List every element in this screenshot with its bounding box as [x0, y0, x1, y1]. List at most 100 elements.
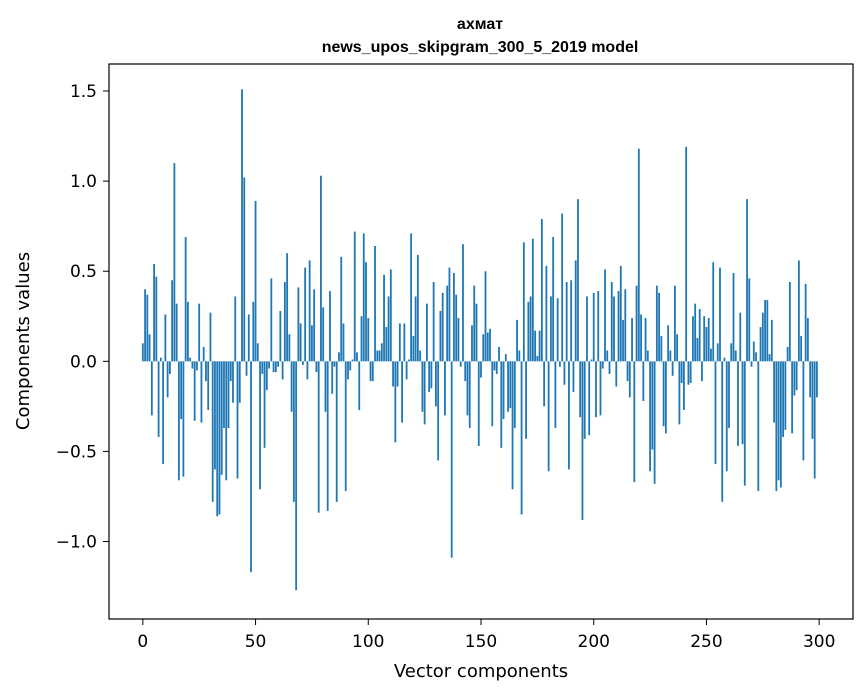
bar: [437, 361, 440, 461]
bar: [414, 296, 417, 362]
bar: [660, 336, 663, 362]
bar: [155, 276, 158, 362]
y-tick-label: −0.5: [56, 442, 97, 462]
bar: [184, 236, 187, 362]
bar: [356, 352, 358, 362]
bar: [247, 314, 250, 362]
bar: [187, 301, 189, 362]
bar: [559, 361, 561, 367]
bar: [205, 361, 207, 382]
bar: [207, 361, 210, 410]
bar: [619, 265, 622, 362]
bar: [601, 361, 604, 369]
bar: [669, 350, 672, 362]
bar: [786, 346, 789, 362]
bar: [687, 361, 690, 385]
bar: [419, 350, 422, 362]
bar: [694, 303, 697, 362]
bar: [732, 273, 735, 362]
bar: [396, 361, 399, 387]
bar: [189, 357, 192, 362]
bar: [701, 361, 703, 382]
bar: [707, 318, 710, 362]
bar: [696, 337, 699, 362]
bar: [800, 336, 803, 362]
bar: [590, 359, 593, 362]
bar: [214, 361, 216, 470]
bar: [561, 213, 564, 362]
bar: [549, 296, 552, 362]
bar: [646, 350, 649, 362]
bar: [725, 361, 728, 472]
bar: [220, 361, 223, 475]
bar: [500, 361, 503, 448]
bar: [477, 361, 480, 447]
bar: [425, 303, 428, 362]
bar: [516, 319, 518, 362]
bar: [705, 327, 708, 362]
bar: [610, 282, 613, 362]
bar: [606, 350, 609, 362]
bar: [331, 361, 334, 394]
bar: [545, 265, 548, 362]
bar: [680, 361, 683, 383]
bar: [737, 361, 739, 447]
bar: [540, 218, 543, 362]
bar: [349, 361, 352, 371]
bar: [245, 361, 248, 376]
bar: [177, 361, 180, 481]
bar: [525, 361, 527, 439]
bar: [441, 292, 444, 362]
bar: [761, 312, 764, 362]
bar: [365, 262, 367, 362]
bar: [193, 361, 196, 421]
bar: [581, 361, 584, 520]
bar: [628, 361, 631, 398]
bar: [380, 343, 383, 362]
y-tick-label: 1.5: [70, 82, 97, 102]
bar: [723, 357, 726, 362]
bar: [292, 361, 295, 502]
bar: [617, 291, 620, 362]
bar: [807, 318, 809, 362]
bar: [259, 361, 261, 490]
bar: [457, 318, 460, 362]
bar: [777, 361, 780, 481]
x-tick-label: 250: [690, 632, 722, 652]
bar: [568, 361, 570, 470]
bar: [710, 348, 712, 362]
x-tick-label: 200: [578, 632, 610, 652]
bar: [795, 361, 798, 391]
bar: [734, 350, 737, 362]
bar: [536, 355, 539, 362]
bar: [462, 244, 464, 362]
bar: [304, 267, 307, 362]
bar: [358, 361, 361, 410]
bar: [698, 309, 701, 362]
bar: [716, 343, 719, 362]
bar: [410, 233, 413, 362]
bar: [471, 325, 473, 362]
bar: [748, 278, 751, 362]
bar: [804, 283, 807, 362]
bar: [272, 361, 275, 373]
bar: [750, 361, 753, 367]
bar: [428, 361, 431, 392]
bar: [597, 291, 600, 362]
bar: [252, 301, 255, 362]
bar: [468, 361, 471, 428]
bar: [446, 285, 449, 362]
bar: [320, 175, 322, 362]
bar: [797, 260, 800, 362]
bar: [256, 343, 259, 362]
bar: [664, 361, 667, 434]
bar: [604, 269, 606, 362]
bar: [164, 314, 167, 362]
bar: [347, 361, 349, 380]
bar: [313, 289, 316, 362]
bar: [570, 280, 573, 362]
bar: [263, 361, 266, 448]
bar: [518, 350, 521, 362]
bar: [531, 238, 534, 362]
bar: [764, 300, 766, 362]
